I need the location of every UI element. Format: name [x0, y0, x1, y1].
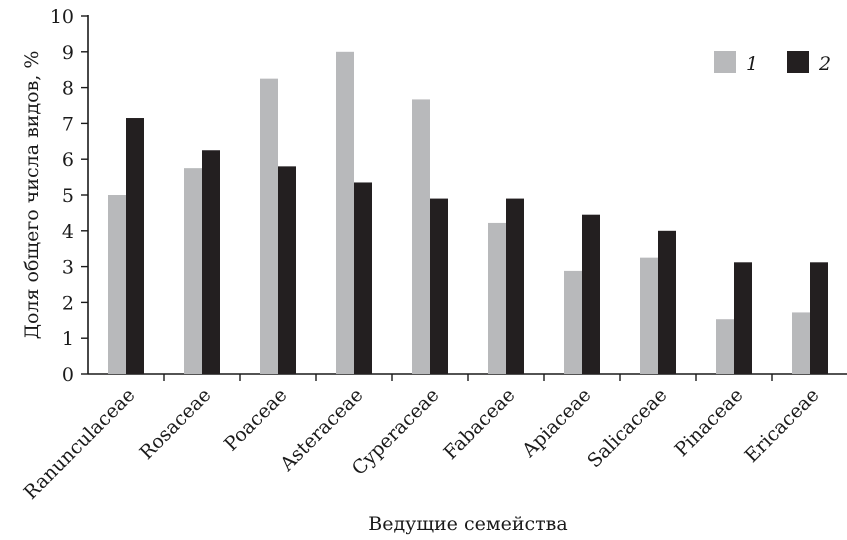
- y-tick-label: 9: [62, 42, 74, 64]
- x-tick-label: Poaceae: [220, 384, 292, 456]
- y-tick-label: 1: [62, 328, 74, 350]
- bar-series-1-poaceae: [260, 78, 278, 375]
- bar-series-2-ericaceae: [810, 262, 828, 374]
- y-tick-label: 6: [62, 149, 74, 171]
- legend-label-1: 1: [746, 53, 758, 75]
- bar-series-1-ericaceae: [792, 312, 810, 374]
- bar-series-2-apiaceae: [582, 214, 600, 374]
- x-tick-label: Ranunculaceae: [20, 384, 140, 504]
- bar-series-1-asteraceae: [336, 51, 354, 375]
- y-tick-label: 0: [62, 364, 74, 386]
- x-tick-label: Fabaceae: [440, 384, 520, 464]
- bar-series-2-asteraceae: [354, 182, 372, 374]
- x-tick-label: Salicaceae: [583, 384, 671, 472]
- x-axis-title: Ведущие семейства: [368, 513, 567, 535]
- y-tick-label: 4: [62, 221, 74, 243]
- bar-series-2-rosaceae: [202, 150, 220, 374]
- bar-series-1-pinaceae: [716, 319, 734, 374]
- bar-series-2-salicaceae: [658, 230, 676, 374]
- x-tick-label: Apiaceae: [517, 384, 595, 462]
- bar-series-1-cyperaceae: [412, 99, 430, 374]
- bar-series-1-rosaceae: [184, 168, 202, 374]
- y-tick-label: 10: [50, 6, 74, 28]
- bars: [108, 51, 828, 375]
- y-tick-label: 7: [62, 113, 74, 135]
- legend-label-2: 2: [818, 53, 831, 75]
- bar-series-2-pinaceae: [734, 262, 752, 374]
- legend-swatch-1: [714, 51, 736, 73]
- x-tick-label: Rosaceae: [135, 384, 215, 464]
- x-tick-label: Ericaceae: [740, 384, 823, 467]
- bar-series-1-salicaceae: [640, 257, 658, 374]
- y-axis: 0 1 2 3 4 5 6 7 8 9 10: [50, 6, 89, 386]
- bar-series-2-cyperaceae: [430, 198, 448, 374]
- bar-series-2-ranunculaceae: [126, 118, 144, 374]
- bar-series-1-ranunculaceae: [108, 195, 126, 374]
- y-tick-label: 3: [62, 257, 74, 279]
- bar-series-1-fabaceae: [488, 222, 506, 374]
- bar-series-2-poaceae: [278, 166, 296, 374]
- y-tick-label: 2: [62, 292, 74, 314]
- y-tick-label: 5: [62, 185, 74, 207]
- bar-series-2-fabaceae: [506, 198, 524, 374]
- bar-series-1-apiaceae: [564, 270, 582, 374]
- x-tick-label: Pinaceae: [671, 384, 748, 461]
- y-axis-title: Доля общего числа видов, %: [21, 51, 43, 340]
- y-tick-label: 8: [62, 78, 74, 100]
- legend-swatch-2: [787, 51, 809, 73]
